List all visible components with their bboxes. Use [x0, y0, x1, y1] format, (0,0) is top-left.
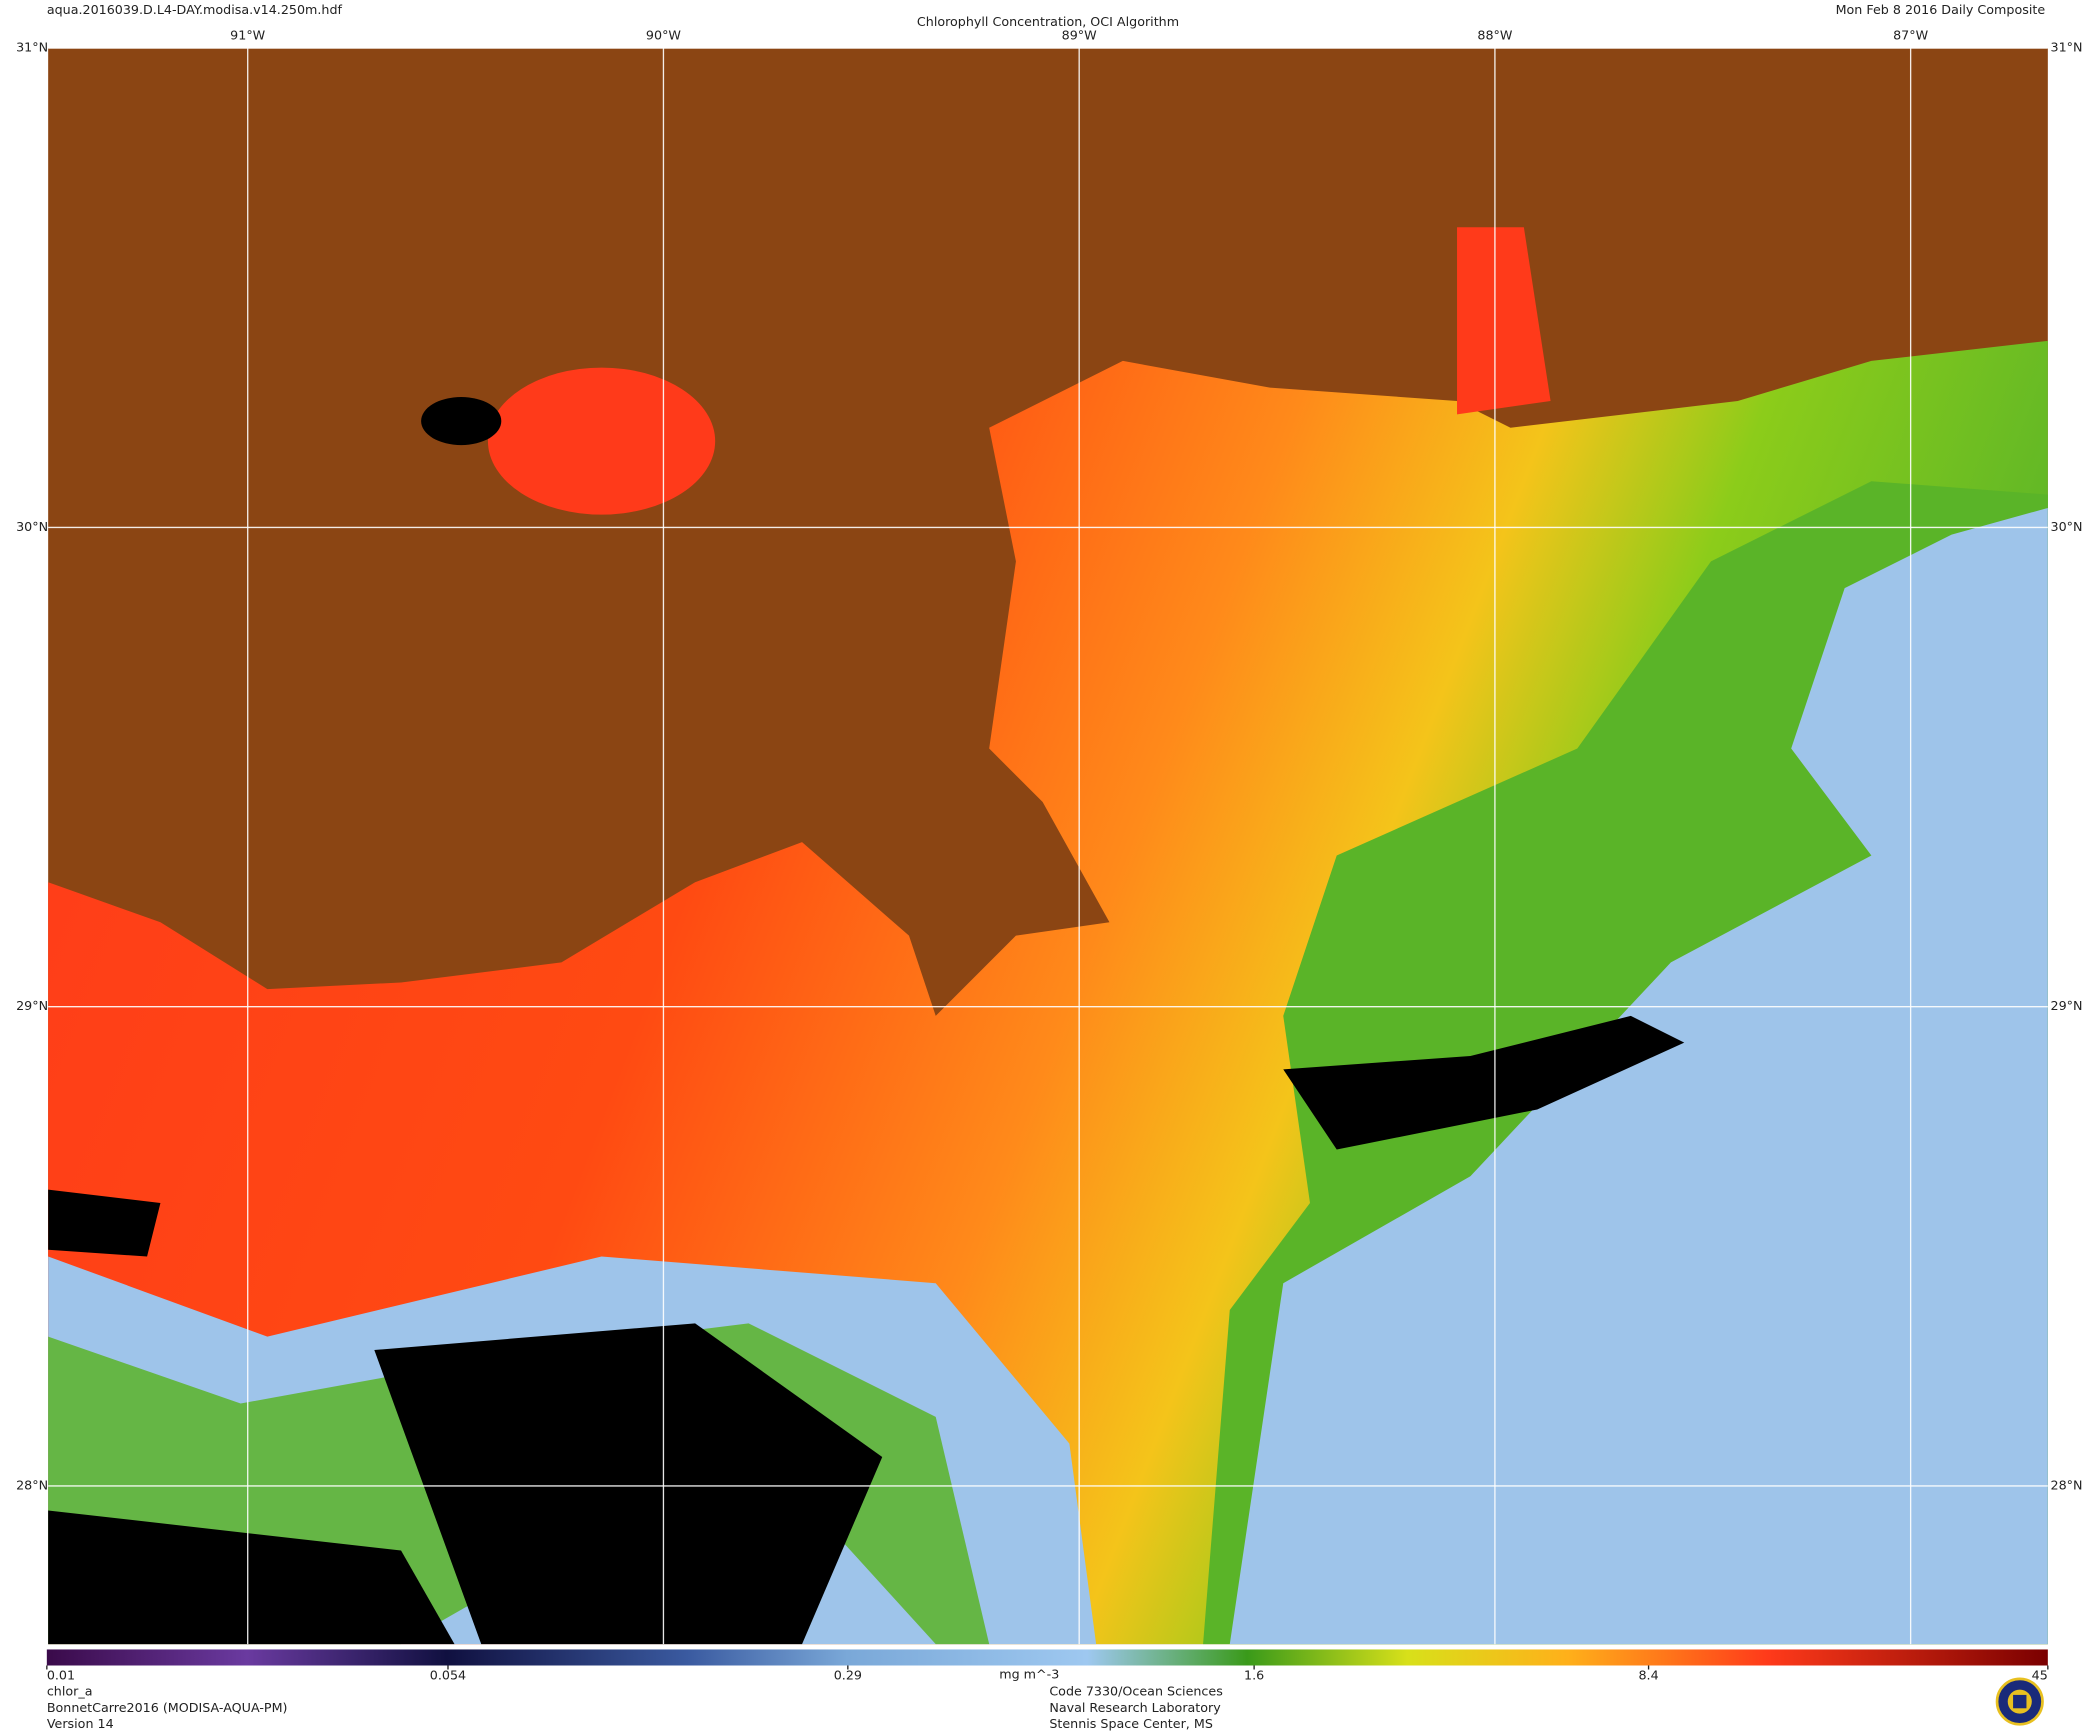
lat-label: 31°N	[16, 40, 48, 55]
lat-label: 28°N	[2051, 1477, 2083, 1492]
lon-label: 91°W	[230, 28, 265, 43]
nrl-logo	[1995, 1677, 2044, 1726]
lat-label: 30°N	[16, 519, 48, 534]
graticule-labels: 91°W 90°W 89°W 88°W 87°W 31°N 31°N 30°N 30°N 29°N…	[16, 28, 2082, 1493]
colorbar-tick-label: 0.29	[834, 1668, 862, 1683]
footer-center: Code 7330/Ocean Sciences	[1049, 1684, 1223, 1699]
footer-left: chlor_a	[47, 1684, 93, 1699]
lat-label: 29°N	[2051, 998, 2083, 1013]
colorbar-tick-label: 8.4	[1638, 1668, 1658, 1683]
lon-label: 87°W	[1893, 28, 1928, 43]
footer-left: Version 14	[47, 1716, 114, 1731]
colorbar-tick-label: 45	[2032, 1668, 2048, 1683]
graticule	[48, 47, 2048, 1645]
colorbar-tick-label: 1.6	[1244, 1668, 1264, 1683]
date: Mon Feb 8 2016 Daily Composite	[1836, 2, 2046, 17]
file-name: aqua.2016039.D.L4-DAY.modisa.v14.250m.hd…	[47, 2, 343, 17]
map-title: Chlorophyll Concentration, OCI Algorithm	[917, 14, 1179, 29]
lat-label: 29°N	[16, 998, 48, 1013]
footer-left: BonnetCarre2016 (MODISA-AQUA-PM)	[47, 1700, 288, 1715]
lat-label: 31°N	[2051, 40, 2083, 55]
colorbar-tick-label: 0.01	[47, 1668, 75, 1683]
colorbar-ticks: 0.01 0.054 0.29 1.6 8.4 45	[46, 1665, 2049, 1683]
lat-label: 28°N	[16, 1477, 48, 1492]
colorbar-tick-label: 0.054	[430, 1668, 466, 1683]
lon-label: 88°W	[1477, 28, 1512, 43]
lon-label: 89°W	[1062, 28, 1097, 43]
lon-label: 90°W	[646, 28, 681, 43]
colorbar-unit: mg m^-3	[999, 1666, 1059, 1681]
lat-label: 30°N	[2051, 519, 2083, 534]
map-image	[48, 48, 2048, 1645]
footer-center: Stennis Space Center, MS	[1049, 1716, 1213, 1731]
footer-center: Naval Research Laboratory	[1049, 1700, 1221, 1715]
colorbar	[46, 1649, 2048, 1666]
